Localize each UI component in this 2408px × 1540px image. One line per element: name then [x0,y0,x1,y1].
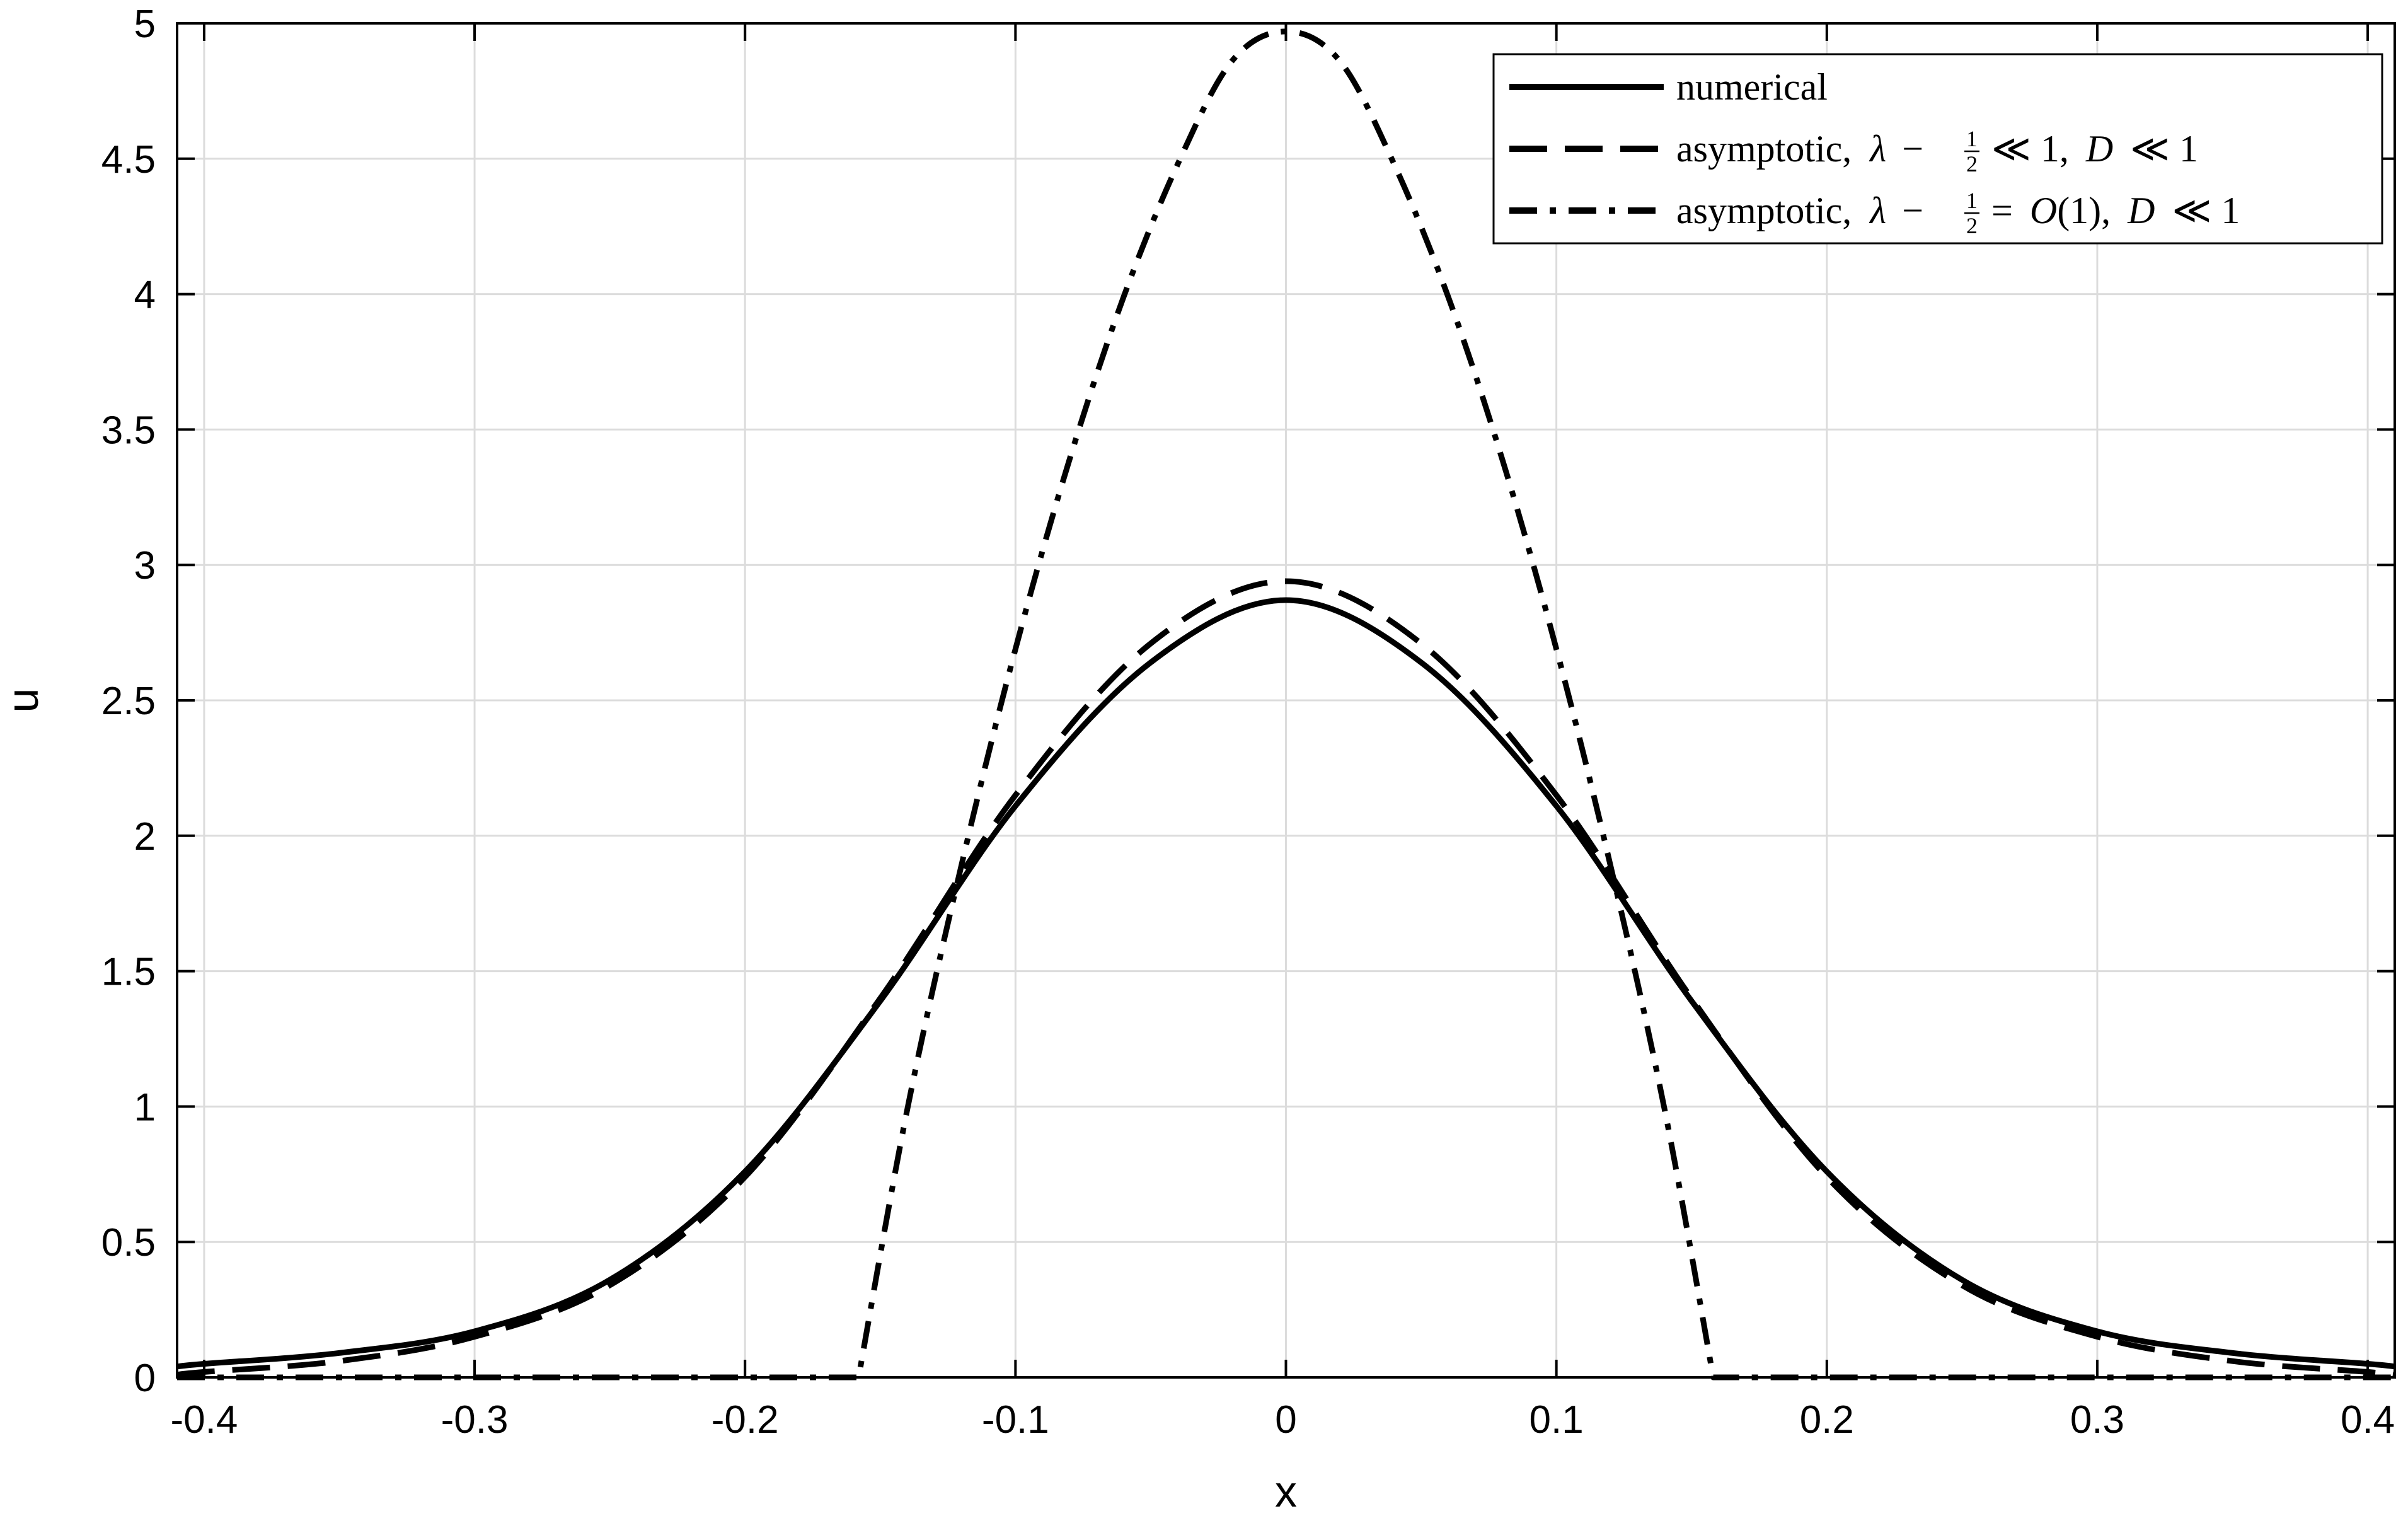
legend-frac-den-2: 2 [1966,213,1978,238]
y-tick-label: 2 [134,815,156,859]
y-tick-label: 1.5 [101,951,156,994]
legend-frac-num-2: 1 [1966,188,1978,213]
legend-label-asymptotic-order-one-tail: = O(1), D ≪ 1 [1991,190,2240,231]
legend-label-asymptotic-small: asymptotic, λ − [1676,128,1923,170]
x-tick-label: -0.2 [711,1398,779,1442]
x-tick-label: -0.4 [170,1398,238,1442]
y-tick-label: 3.5 [101,408,156,452]
legend-label-numerical: numerical [1676,66,1828,108]
x-tick-label: -0.3 [441,1398,509,1442]
y-tick-label: 5 [134,3,156,46]
y-tick-label: 0.5 [101,1221,156,1265]
x-tick-label: 0.1 [1529,1398,1584,1442]
series-line-numerical [176,597,2395,1370]
y-tick-label: 3 [134,544,156,588]
series-line-asymptotic-small [176,578,2395,1378]
x-tick-label: -0.1 [982,1398,1049,1442]
legend-frac-den-1: 2 [1966,151,1978,177]
legend: numerical asymptotic, λ − 1 2 ≪ 1, D ≪ 1… [1492,53,2383,245]
x-tick-label: 0.2 [1800,1398,1854,1442]
y-tick-label: 1 [134,1086,156,1129]
y-tick-label: 4 [134,274,156,317]
y-tick-label: 0 [134,1357,156,1400]
y-tick-label: 4.5 [101,138,156,182]
legend-label-asymptotic-order-one: asymptotic, λ − [1676,190,1923,231]
legend-frac-num-1: 1 [1966,126,1978,151]
y-tick-label: 2.5 [101,680,156,723]
x-tick-label: 0.4 [2341,1398,2395,1442]
y-axis-label: u [0,688,47,713]
x-tick-label: 0 [1275,1398,1296,1442]
legend-label-asymptotic-small-tail: ≪ 1, D ≪ 1 [1991,128,2198,170]
x-axis-label: x [1275,1467,1297,1516]
x-tick-label: 0.3 [2070,1398,2124,1442]
axis-ticks: -0.4 -0.3 -0.2 -0.1 0 0.1 0.2 0.3 0.4 0 0.5 1 1.5 2 2.… [101,3,2395,1442]
